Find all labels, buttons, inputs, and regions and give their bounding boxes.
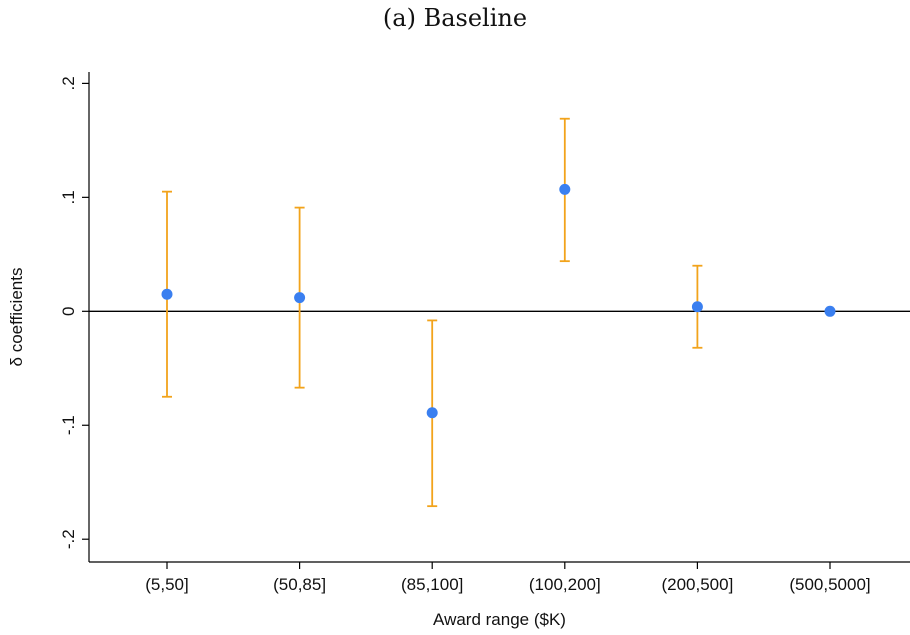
y-tick-label: -.2 [59, 529, 78, 549]
x-tick-label: (5,50] [145, 575, 188, 594]
confidence-intervals [162, 117, 703, 508]
data-point [426, 407, 438, 419]
x-tick-label: (85,100] [401, 575, 463, 594]
data-point [161, 288, 173, 300]
data-point [824, 305, 836, 317]
y-tick-label: .2 [59, 76, 78, 90]
x-axis-title: Award range ($K) [433, 610, 566, 629]
y-axis-title: δ coefficients [7, 268, 26, 367]
x-tick-label: (100,200] [529, 575, 601, 594]
x-tick-label: (200,500] [661, 575, 733, 594]
x-tick-label: (500,5000] [789, 575, 870, 594]
data-point [294, 292, 306, 304]
y-tick-label: .1 [59, 190, 78, 204]
data-point [691, 301, 703, 313]
data-point [559, 183, 571, 195]
y-tick-label: 0 [59, 307, 78, 316]
x-tick-label: (50,85] [273, 575, 326, 594]
axes [82, 72, 910, 569]
tick-labels: -.2 -.1 0 .1 .2 (5,50] (50,85] (85,100] (100,200… [59, 76, 871, 594]
chart-title: (a) Baseline [382, 4, 528, 32]
y-tick-label: -.1 [59, 415, 78, 435]
data-points [161, 183, 836, 419]
